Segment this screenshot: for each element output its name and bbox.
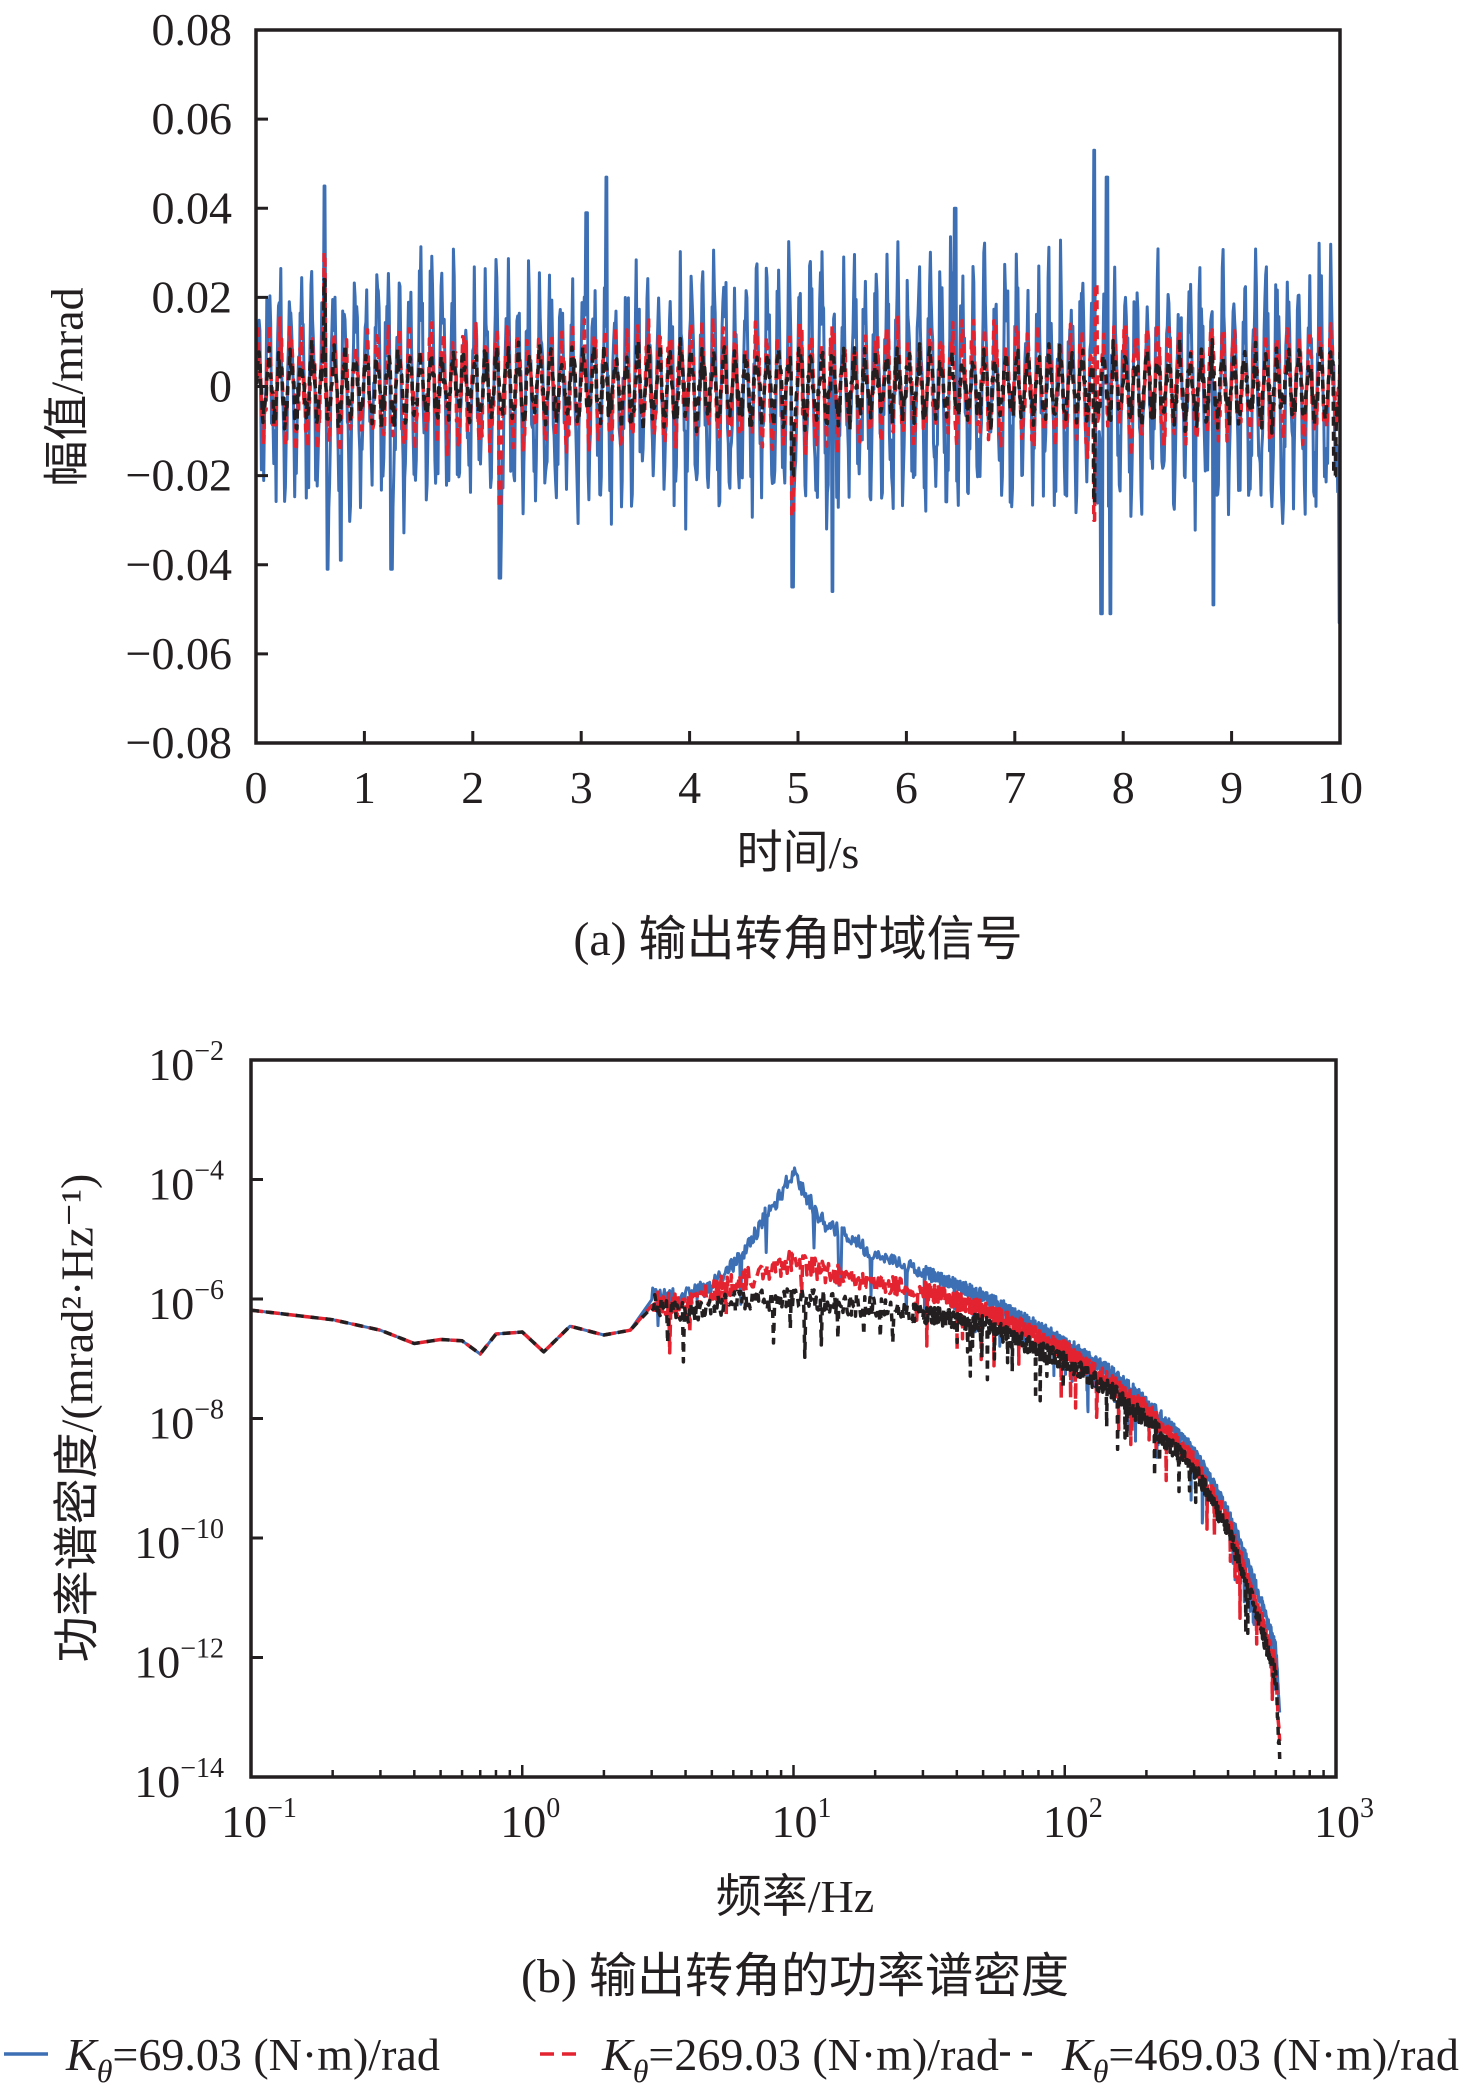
x-tick-label: 8 bbox=[1112, 762, 1135, 813]
y-tick-label: −0.04 bbox=[126, 539, 232, 590]
log-tick-label: 100 bbox=[500, 1793, 560, 1847]
y-tick-label: 0.02 bbox=[152, 271, 233, 322]
legend-item: Kθ=469.03 (N·m)/rad bbox=[1000, 2029, 1459, 2089]
x-tick-label: 4 bbox=[678, 762, 701, 813]
psd-series-line-3 bbox=[251, 1286, 1282, 1760]
legend-item: Kθ=269.03 (N·m)/rad bbox=[540, 2029, 999, 2089]
y-tick-label: 0.06 bbox=[152, 93, 233, 144]
log-tick-label: 10−12 bbox=[134, 1634, 224, 1688]
log-tick-label: 10−2 bbox=[148, 1036, 224, 1090]
psd-caption: (b) 输出转角的功率谱密度 bbox=[521, 1950, 1069, 2003]
time-domain-plot: 0.08 0.06 0.04 0.02 0 −0.02 −0.04 −0.06 −0.08 0 1… bbox=[42, 4, 1363, 966]
psd-x-axis-title: 频率/Hz bbox=[716, 1871, 874, 1922]
x-tick-label: 5 bbox=[787, 762, 810, 813]
y-tick-label: −0.08 bbox=[126, 717, 232, 768]
x-tick-label: 10 bbox=[1317, 762, 1363, 813]
psd-y-ticks: 10−2 10−4 10−6 10−8 10−10 10−12 10−14 bbox=[134, 1036, 263, 1807]
log-tick-label: 10−4 bbox=[148, 1156, 224, 1210]
x-tick-label: 1 bbox=[353, 762, 376, 813]
y-tick-label: −0.02 bbox=[126, 450, 232, 501]
log-tick-label: 103 bbox=[1314, 1793, 1374, 1847]
time-domain-series-group bbox=[256, 148, 1340, 625]
log-tick-label: 10−6 bbox=[148, 1275, 224, 1329]
log-tick-label: 10−1 bbox=[221, 1793, 297, 1847]
y-tick-label: 0.08 bbox=[152, 4, 233, 55]
x-tick-label: 7 bbox=[1003, 762, 1026, 813]
x-tick-label: 3 bbox=[570, 762, 593, 813]
log-tick-label: 101 bbox=[772, 1793, 832, 1847]
psd-x-ticks: 10−1 100 101 102 103 bbox=[221, 1765, 1374, 1847]
x-tick-label: 0 bbox=[245, 762, 268, 813]
psd-series-line-1 bbox=[251, 1166, 1282, 1713]
legend: Kθ=69.03 (N·m)/rad Kθ=269.03 (N·m)/rad Kθ=… bbox=[4, 2029, 1459, 2089]
log-tick-label: 10−8 bbox=[148, 1395, 224, 1449]
y-tick-label: −0.06 bbox=[126, 628, 232, 679]
legend-label: Kθ=469.03 (N·m)/rad bbox=[1061, 2029, 1459, 2089]
psd-series-line-2 bbox=[251, 1249, 1282, 1742]
x-tick-label: 9 bbox=[1220, 762, 1243, 813]
y-tick-label: 0 bbox=[209, 361, 232, 412]
y-tick-label: 0.04 bbox=[152, 182, 233, 233]
log-tick-label: 102 bbox=[1043, 1793, 1103, 1847]
psd-y-axis-title: 功率谱密度/(mrad²·Hz⁻¹) bbox=[52, 1174, 103, 1663]
legend-item: Kθ=69.03 (N·m)/rad bbox=[4, 2029, 440, 2089]
time-domain-x-axis-title: 时间/s bbox=[737, 827, 860, 878]
x-tick-label: 6 bbox=[895, 762, 918, 813]
psd-series-group bbox=[251, 1166, 1282, 1760]
time-domain-y-ticks: 0.08 0.06 0.04 0.02 0 −0.02 −0.04 −0.06 −0.08 bbox=[126, 4, 268, 768]
time-domain-x-ticks: 0 1 2 3 4 5 6 7 8 9 10 bbox=[245, 731, 1363, 813]
log-tick-label: 10−10 bbox=[134, 1514, 224, 1568]
time-domain-caption: (a) 输出转角时域信号 bbox=[573, 913, 1022, 966]
time-series-line-3 bbox=[256, 277, 1340, 505]
time-domain-y-axis-title: 幅值/mrad bbox=[42, 287, 93, 486]
x-tick-label: 2 bbox=[461, 762, 484, 813]
legend-label: Kθ=269.03 (N·m)/rad bbox=[601, 2029, 999, 2089]
log-tick-label: 10−14 bbox=[134, 1753, 224, 1807]
legend-label: Kθ=69.03 (N·m)/rad bbox=[65, 2029, 440, 2089]
